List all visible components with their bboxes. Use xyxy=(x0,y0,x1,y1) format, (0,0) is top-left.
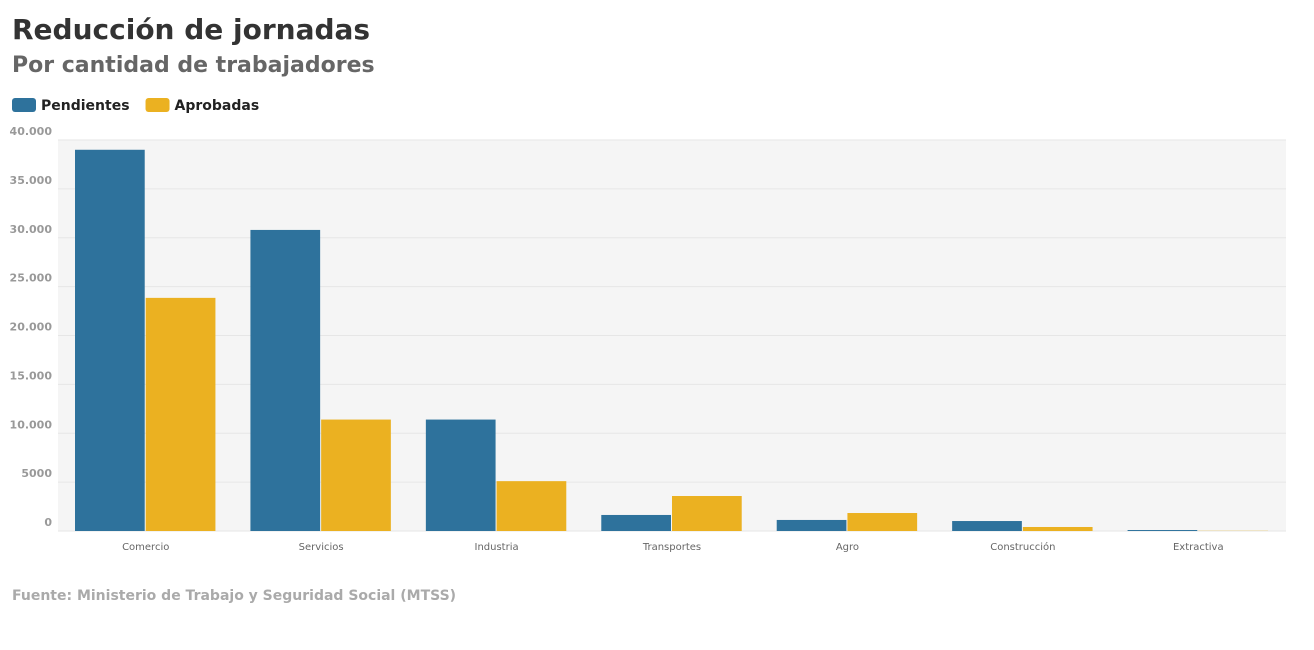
bar xyxy=(1127,530,1198,531)
x-tick-label: Agro xyxy=(836,542,859,553)
x-tick-label: Extractiva xyxy=(1173,542,1224,553)
x-tick-label: Transportes xyxy=(642,542,701,553)
bar xyxy=(496,481,567,531)
source-note: Fuente: Ministerio de Trabajo y Segurida… xyxy=(12,588,456,604)
bar xyxy=(672,496,742,531)
legend-swatch xyxy=(145,98,170,112)
bar xyxy=(425,419,496,531)
bar xyxy=(75,149,145,531)
chart-subtitle: Por cantidad de trabajadores xyxy=(12,53,375,78)
x-tick-label: Industria xyxy=(475,542,519,553)
legend-swatch xyxy=(12,98,36,112)
y-tick-label: 40.000 xyxy=(10,125,53,138)
bar xyxy=(776,519,847,531)
bar xyxy=(847,513,918,531)
y-tick-label: 10.000 xyxy=(10,418,53,431)
x-tick-label: Construcción xyxy=(990,541,1055,553)
bar xyxy=(321,419,391,531)
bar xyxy=(250,229,321,531)
x-tick-label: Comercio xyxy=(122,542,169,553)
y-tick-label: 35.000 xyxy=(10,174,53,187)
bar xyxy=(145,297,216,531)
y-tick-label: 25.000 xyxy=(10,272,53,285)
y-tick-label: 5000 xyxy=(21,467,52,480)
bar xyxy=(952,521,1022,531)
legend-label: Aprobadas xyxy=(175,98,260,114)
y-tick-label: 0 xyxy=(44,516,52,529)
y-tick-label: 15.000 xyxy=(10,369,53,382)
legend-label: Pendientes xyxy=(41,98,130,114)
bar xyxy=(601,514,671,531)
bar xyxy=(1022,526,1093,531)
x-tick-label: Servicios xyxy=(299,542,344,553)
y-tick-label: 20.000 xyxy=(10,321,53,334)
chart-title: Reducción de jornadas xyxy=(12,13,370,46)
y-tick-label: 30.000 xyxy=(10,223,53,236)
